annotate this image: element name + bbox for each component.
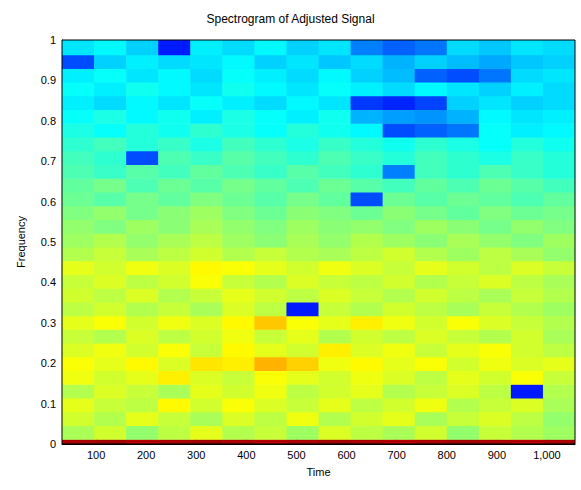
svg-text:0.5: 0.5 <box>41 236 56 248</box>
svg-text:0.1: 0.1 <box>41 398 56 410</box>
svg-text:0.6: 0.6 <box>41 196 56 208</box>
svg-text:0.8: 0.8 <box>41 115 56 127</box>
svg-text:Time: Time <box>306 466 330 478</box>
svg-text:600: 600 <box>337 449 355 461</box>
svg-text:0: 0 <box>50 438 56 450</box>
svg-text:1,000: 1,000 <box>533 449 561 461</box>
svg-text:0.4: 0.4 <box>41 276 56 288</box>
svg-text:100: 100 <box>87 449 105 461</box>
svg-text:Spectrogram of Adjusted Signal: Spectrogram of Adjusted Signal <box>206 12 374 26</box>
svg-text:0.2: 0.2 <box>41 357 56 369</box>
svg-text:0.3: 0.3 <box>41 317 56 329</box>
svg-text:700: 700 <box>387 449 405 461</box>
svg-text:400: 400 <box>237 449 255 461</box>
svg-text:200: 200 <box>137 449 155 461</box>
svg-text:300: 300 <box>187 449 205 461</box>
svg-text:1: 1 <box>50 34 56 46</box>
svg-text:800: 800 <box>438 449 456 461</box>
svg-text:500: 500 <box>287 449 305 461</box>
svg-text:900: 900 <box>488 449 506 461</box>
svg-text:0.9: 0.9 <box>41 74 56 86</box>
svg-text:Frequency: Frequency <box>15 216 27 268</box>
svg-text:0.7: 0.7 <box>41 155 56 167</box>
